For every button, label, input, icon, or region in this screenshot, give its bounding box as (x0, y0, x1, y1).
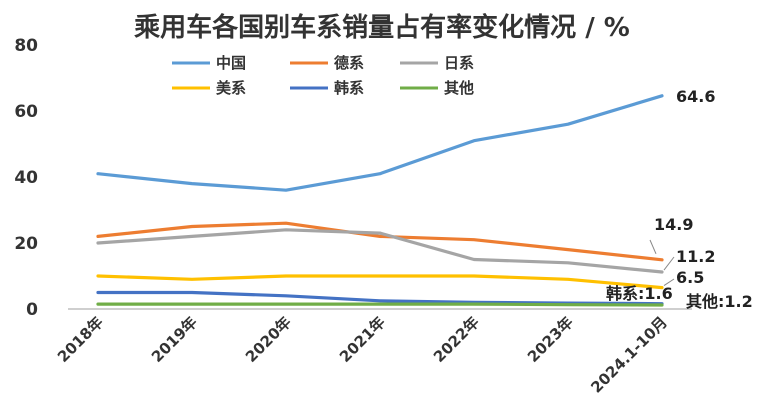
y-tick-label: 40 (14, 168, 38, 188)
x-tick-label: 2023年 (524, 313, 577, 366)
series-line (96, 228, 664, 274)
data-label: 其他:1.2 (686, 292, 753, 311)
legend-item: 韩系 (290, 79, 364, 97)
legend-item: 中国 (172, 54, 246, 72)
data-label: 11.2 (676, 247, 715, 266)
legend-item: 美系 (172, 79, 246, 97)
legend-label: 其他 (444, 79, 474, 97)
x-tick-label: 2018年 (54, 313, 107, 366)
legend-item: 日系 (400, 54, 474, 72)
x-tick-label: 2020年 (242, 313, 295, 366)
x-tick-label: 2024.1-10月 (587, 313, 670, 396)
data-label: 6.5 (676, 268, 704, 287)
y-tick-label: 20 (14, 234, 38, 254)
legend-item: 德系 (290, 54, 364, 72)
leader-line (663, 256, 675, 271)
x-tick-label: 2021年 (336, 313, 389, 366)
y-tick-label: 80 (14, 36, 38, 56)
legend-label: 日系 (444, 54, 474, 72)
legend-label: 中国 (216, 54, 246, 72)
series-line (96, 302, 664, 307)
legend-label: 德系 (334, 54, 364, 72)
leader-line (663, 278, 675, 286)
series-line (96, 290, 664, 306)
data-label: 64.6 (676, 87, 715, 106)
series-line (96, 274, 664, 290)
legend-label: 韩系 (334, 79, 364, 97)
x-tick-label: 2022年 (430, 313, 483, 366)
y-tick-label: 60 (14, 102, 38, 122)
legend-label: 美系 (216, 79, 246, 97)
series-lines (96, 94, 664, 307)
data-label: 14.9 (654, 215, 693, 234)
series-line (96, 221, 664, 262)
data-label: 韩系:1.6 (606, 284, 673, 303)
data-labels: 64.6 14.9 11.2 6.5韩系:1.6 其他:1.2 (606, 87, 753, 311)
series-line (96, 94, 664, 192)
leader-line (649, 239, 657, 255)
x-tick-label: 2019年 (148, 313, 201, 366)
chart-title: 乘用车各国别车系销量占有率变化情况 / % (133, 12, 630, 43)
legend-item: 其他 (400, 79, 474, 97)
y-tick-label: 0 (26, 300, 38, 320)
